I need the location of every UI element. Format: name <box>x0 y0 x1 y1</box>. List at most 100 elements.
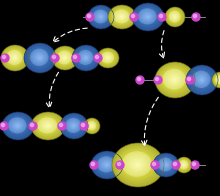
Ellipse shape <box>134 161 142 168</box>
Ellipse shape <box>31 112 65 140</box>
Ellipse shape <box>95 11 106 22</box>
Ellipse shape <box>129 157 145 171</box>
Circle shape <box>29 122 37 130</box>
Ellipse shape <box>12 55 18 60</box>
Ellipse shape <box>38 118 56 133</box>
Ellipse shape <box>117 147 158 182</box>
Ellipse shape <box>6 49 23 66</box>
Ellipse shape <box>147 16 149 18</box>
Ellipse shape <box>39 119 55 132</box>
Ellipse shape <box>68 120 79 131</box>
Ellipse shape <box>6 116 28 135</box>
Ellipse shape <box>3 113 32 138</box>
Ellipse shape <box>143 13 152 20</box>
Ellipse shape <box>79 51 92 64</box>
Ellipse shape <box>9 53 20 62</box>
Ellipse shape <box>10 54 19 62</box>
Circle shape <box>187 77 191 81</box>
Ellipse shape <box>216 76 220 83</box>
Circle shape <box>72 54 80 62</box>
Ellipse shape <box>169 75 180 84</box>
Ellipse shape <box>86 120 97 131</box>
Ellipse shape <box>212 72 220 88</box>
Ellipse shape <box>55 49 74 66</box>
Ellipse shape <box>165 164 167 166</box>
Ellipse shape <box>125 154 149 174</box>
Ellipse shape <box>179 160 189 170</box>
Ellipse shape <box>104 162 109 167</box>
Ellipse shape <box>73 46 98 69</box>
Ellipse shape <box>61 113 87 138</box>
Ellipse shape <box>25 44 54 71</box>
Ellipse shape <box>182 163 186 167</box>
Ellipse shape <box>99 50 116 65</box>
Ellipse shape <box>214 75 220 85</box>
Ellipse shape <box>155 62 195 98</box>
Ellipse shape <box>165 164 167 166</box>
Ellipse shape <box>64 117 82 134</box>
Ellipse shape <box>132 160 143 169</box>
Ellipse shape <box>68 121 79 130</box>
Ellipse shape <box>93 153 120 176</box>
Ellipse shape <box>91 8 110 25</box>
Ellipse shape <box>64 117 83 134</box>
Ellipse shape <box>66 119 81 132</box>
Ellipse shape <box>3 47 26 69</box>
Ellipse shape <box>160 66 189 93</box>
Ellipse shape <box>183 164 185 166</box>
Ellipse shape <box>170 12 179 21</box>
Ellipse shape <box>29 48 50 67</box>
Ellipse shape <box>32 50 47 64</box>
Circle shape <box>154 76 162 84</box>
Ellipse shape <box>174 16 176 17</box>
Ellipse shape <box>90 124 93 127</box>
Circle shape <box>152 162 156 166</box>
Ellipse shape <box>100 16 102 18</box>
Ellipse shape <box>177 158 191 172</box>
Circle shape <box>130 13 138 21</box>
Ellipse shape <box>171 77 178 83</box>
Ellipse shape <box>200 78 204 81</box>
Ellipse shape <box>75 47 97 68</box>
Circle shape <box>73 55 77 59</box>
Ellipse shape <box>54 48 75 67</box>
Ellipse shape <box>8 51 21 64</box>
Circle shape <box>155 77 159 81</box>
Ellipse shape <box>217 77 220 82</box>
Ellipse shape <box>95 155 117 174</box>
Ellipse shape <box>24 43 56 73</box>
Circle shape <box>151 161 159 169</box>
Ellipse shape <box>167 73 181 86</box>
Ellipse shape <box>106 164 108 166</box>
Ellipse shape <box>122 151 152 177</box>
Ellipse shape <box>92 9 109 24</box>
Ellipse shape <box>112 8 131 25</box>
Ellipse shape <box>164 163 168 167</box>
Ellipse shape <box>118 148 156 180</box>
Ellipse shape <box>160 159 171 170</box>
Ellipse shape <box>14 57 16 59</box>
Ellipse shape <box>57 51 72 64</box>
Ellipse shape <box>99 50 116 66</box>
Ellipse shape <box>11 120 24 131</box>
Ellipse shape <box>103 54 112 61</box>
Ellipse shape <box>174 16 176 18</box>
Ellipse shape <box>191 69 212 90</box>
Ellipse shape <box>44 123 51 129</box>
Circle shape <box>52 55 56 59</box>
Ellipse shape <box>100 159 113 170</box>
Ellipse shape <box>45 123 50 128</box>
Ellipse shape <box>99 16 102 18</box>
Ellipse shape <box>33 114 62 137</box>
Ellipse shape <box>28 46 51 69</box>
Ellipse shape <box>72 124 76 128</box>
Ellipse shape <box>6 115 29 136</box>
Ellipse shape <box>115 11 128 22</box>
Ellipse shape <box>100 51 115 64</box>
Ellipse shape <box>9 52 20 63</box>
Circle shape <box>191 161 199 169</box>
Ellipse shape <box>172 14 177 19</box>
Ellipse shape <box>89 123 94 128</box>
Ellipse shape <box>177 158 191 172</box>
Ellipse shape <box>42 121 53 130</box>
